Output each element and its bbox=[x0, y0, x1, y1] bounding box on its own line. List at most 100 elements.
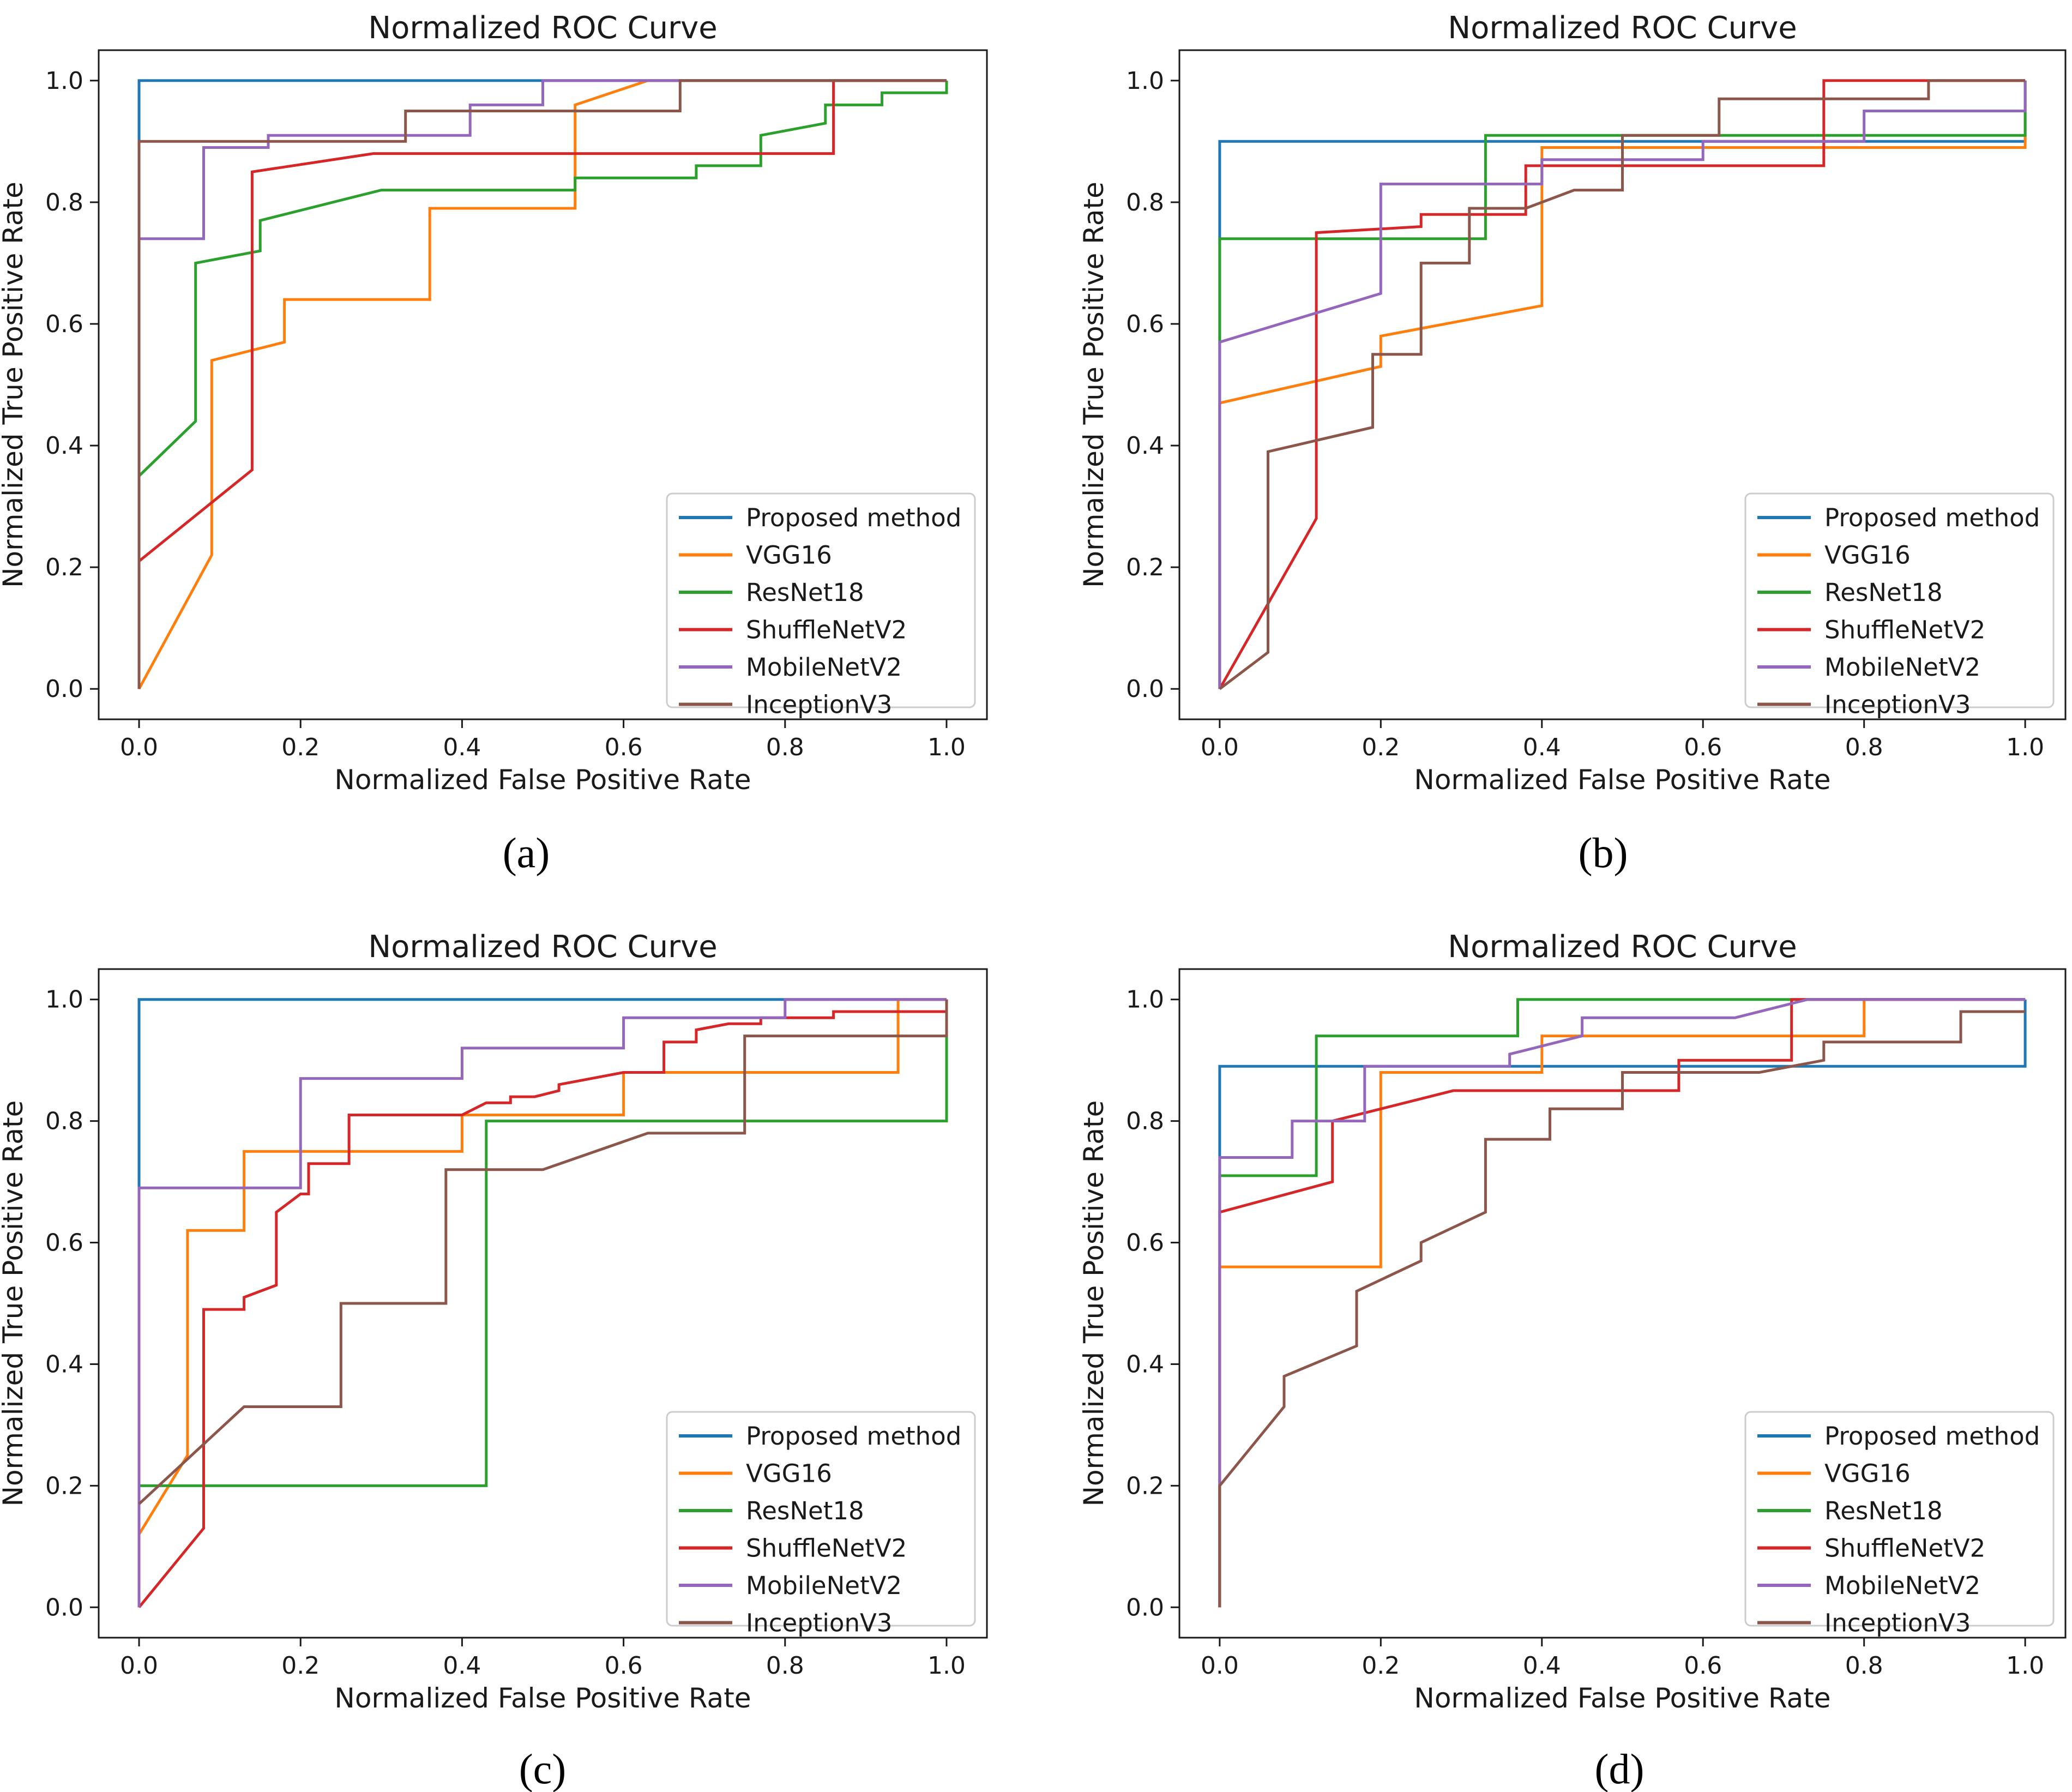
x-tick-label: 0.4 bbox=[1523, 733, 1561, 761]
plot-frame bbox=[98, 49, 988, 720]
legend-entry: ResNet18 bbox=[1824, 1496, 1943, 1525]
series-line-shufflenetv2 bbox=[1218, 998, 2026, 1608]
legend-entry: Proposed method bbox=[1824, 1422, 2040, 1451]
x-tick-label: 0.8 bbox=[766, 1652, 804, 1680]
legend-box bbox=[1744, 492, 2055, 708]
panel-caption: (c) bbox=[519, 1745, 567, 1792]
series-line-inceptionv3 bbox=[1218, 1010, 2026, 1608]
legend-entry: VGG16 bbox=[746, 1459, 832, 1488]
x-axis-label: Normalized False Positive Rate bbox=[334, 1682, 751, 1714]
x-tick-label: 0.8 bbox=[1845, 733, 1883, 761]
x-tick-label: 0.0 bbox=[1201, 733, 1239, 761]
legend-entry: VGG16 bbox=[1824, 541, 1911, 570]
y-tick-label: 0.0 bbox=[1126, 1593, 1164, 1621]
y-tick-label: 1.0 bbox=[45, 986, 83, 1014]
chart-title: Normalized ROC Curve bbox=[368, 10, 717, 46]
chart-panel-1: 0.0 0.2 0.4 0.6 0.8 1.0 0.0 0.2 0.4 0.6 0.8 1.0 Norm… bbox=[1078, 10, 2067, 876]
x-tick-label: 0.4 bbox=[1523, 1652, 1561, 1680]
legend-box bbox=[666, 1411, 976, 1627]
series-line-vgg16 bbox=[1218, 80, 2027, 689]
legend-entry: VGG16 bbox=[746, 541, 832, 570]
legend-entry: MobileNetV2 bbox=[1824, 1571, 1980, 1600]
plot-frame bbox=[1178, 968, 2067, 1639]
y-tick-label: 1.0 bbox=[1126, 67, 1164, 95]
y-axis-label: Normalized True Positive Rate bbox=[0, 182, 29, 588]
chart-title: Normalized ROC Curve bbox=[1448, 10, 1797, 46]
panel-caption: (d) bbox=[1595, 1745, 1645, 1792]
y-tick-label: 1.0 bbox=[1126, 986, 1164, 1014]
y-tick-label: 0.4 bbox=[1126, 432, 1164, 460]
x-tick-label: 0.2 bbox=[281, 1652, 320, 1680]
x-tick-label: 0.8 bbox=[1845, 1652, 1883, 1680]
series-line-shufflenetv2 bbox=[1218, 79, 2026, 690]
legend-box bbox=[666, 492, 976, 708]
y-axis-label: Normalized True Positive Rate bbox=[1078, 182, 1110, 588]
legend-box bbox=[1744, 1411, 2055, 1627]
chart-title: Normalized ROC Curve bbox=[1448, 929, 1797, 965]
x-axis-label: Normalized False Positive Rate bbox=[334, 764, 751, 796]
y-tick-label: 0.2 bbox=[1126, 1472, 1164, 1500]
x-tick-label: 0.8 bbox=[766, 733, 804, 761]
y-tick-label: 0.8 bbox=[45, 1108, 83, 1135]
legend-entry: InceptionV3 bbox=[746, 690, 892, 719]
y-tick-label: 0.4 bbox=[45, 1350, 83, 1378]
x-tick-label: 1.0 bbox=[2006, 733, 2044, 761]
y-tick-label: 0.0 bbox=[1126, 675, 1164, 703]
legend-entry: VGG16 bbox=[1824, 1459, 1911, 1488]
y-tick-label: 0.2 bbox=[45, 1472, 83, 1500]
legend-entry: InceptionV3 bbox=[746, 1609, 892, 1638]
x-tick-label: 0.0 bbox=[120, 733, 158, 761]
y-tick-label: 0.8 bbox=[1126, 1108, 1164, 1135]
legend-entry: Proposed method bbox=[746, 503, 961, 532]
x-tick-label: 1.0 bbox=[2006, 1652, 2044, 1680]
y-tick-label: 0.6 bbox=[45, 1229, 83, 1257]
legend-entry: InceptionV3 bbox=[1824, 690, 1971, 719]
y-tick-label: 0.8 bbox=[1126, 189, 1164, 217]
series-line-mobilenetv2 bbox=[137, 79, 947, 689]
x-tick-label: 0.4 bbox=[443, 733, 481, 761]
legend-entry: Proposed method bbox=[746, 1422, 961, 1451]
y-tick-label: 0.8 bbox=[45, 189, 83, 217]
x-tick-label: 0.6 bbox=[605, 733, 643, 761]
y-tick-label: 0.6 bbox=[1126, 1229, 1164, 1257]
x-tick-label: 0.0 bbox=[120, 1652, 158, 1680]
series-line-shufflenetv2 bbox=[137, 79, 947, 689]
legend-entry: MobileNetV2 bbox=[746, 653, 902, 682]
legend-entry: ShuffleNetV2 bbox=[1824, 616, 1985, 645]
x-tick-label: 0.2 bbox=[1362, 1652, 1400, 1680]
legend-entry: MobileNetV2 bbox=[746, 1571, 902, 1600]
chart-panel-2: 0.0 0.2 0.4 0.6 0.8 1.0 0.0 0.2 0.4 0.6 0.8 1.0 Norm… bbox=[0, 929, 988, 1792]
legend-entry: Proposed method bbox=[1824, 503, 2040, 532]
series-line-mobilenetv2 bbox=[1218, 998, 2026, 1608]
series-line-mobilenetv2 bbox=[137, 998, 947, 1608]
plot-frame bbox=[1178, 49, 2067, 720]
x-tick-label: 0.4 bbox=[443, 1652, 481, 1680]
series-line-inceptionv3 bbox=[1219, 79, 2026, 690]
y-tick-label: 0.4 bbox=[45, 432, 83, 460]
x-axis-label: Normalized False Positive Rate bbox=[1414, 1682, 1830, 1714]
y-axis-label: Normalized True Positive Rate bbox=[0, 1101, 29, 1507]
y-tick-label: 1.0 bbox=[45, 67, 83, 95]
y-tick-label: 0.2 bbox=[1126, 554, 1164, 581]
y-tick-label: 0.0 bbox=[45, 1593, 83, 1621]
y-tick-label: 0.6 bbox=[1126, 310, 1164, 338]
x-tick-label: 0.2 bbox=[1362, 733, 1400, 761]
series-line-vgg16 bbox=[137, 79, 947, 690]
series-line-inceptionv3 bbox=[138, 999, 948, 1505]
x-tick-label: 0.6 bbox=[605, 1652, 643, 1680]
legend-entry: ResNet18 bbox=[1824, 578, 1943, 607]
legend-entry: ShuffleNetV2 bbox=[746, 616, 907, 645]
chart-panel-3: 0.0 0.2 0.4 0.6 0.8 1.0 0.0 0.2 0.4 0.6 0.8 1.0 Norm… bbox=[1078, 929, 2067, 1792]
x-axis-label: Normalized False Positive Rate bbox=[1414, 764, 1830, 796]
x-tick-label: 1.0 bbox=[927, 1652, 966, 1680]
y-tick-label: 0.0 bbox=[45, 675, 83, 703]
series-line-vgg16 bbox=[1218, 998, 2026, 1608]
plot-frame bbox=[98, 968, 988, 1639]
legend-entry: InceptionV3 bbox=[1824, 1609, 1971, 1638]
x-tick-label: 1.0 bbox=[927, 733, 966, 761]
legend-entry: ShuffleNetV2 bbox=[1824, 1534, 1985, 1563]
x-tick-label: 0.6 bbox=[1684, 1652, 1722, 1680]
series-line-inceptionv3 bbox=[137, 79, 947, 689]
chart-title: Normalized ROC Curve bbox=[368, 929, 717, 965]
